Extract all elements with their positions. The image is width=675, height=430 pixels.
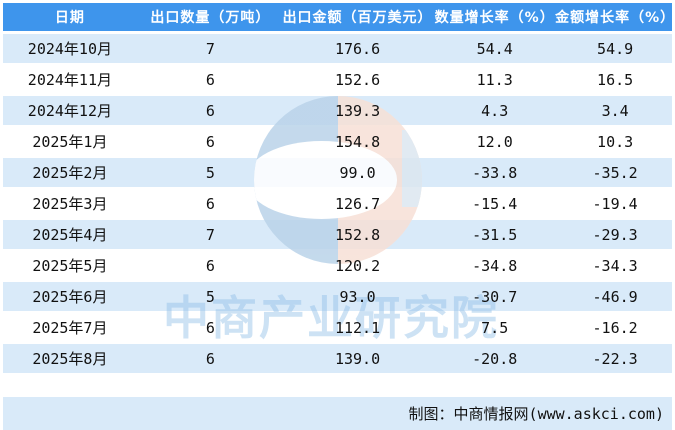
cell-date: 2024年12月 bbox=[27, 102, 112, 120]
table-header-row: 日期 出口数量（万吨） 出口金额（百万美元） 数量增长率（%） 金额增长率（%） bbox=[3, 3, 675, 31]
cell-value-growth: -16.2 bbox=[592, 318, 638, 337]
cell-value: 112.1 bbox=[334, 318, 381, 337]
table-row: 2025年4月 7 152.8 -31.5 -29.3 bbox=[3, 220, 672, 251]
cell-quantity: 6 bbox=[205, 256, 215, 275]
table-row: 2025年2月 5 99.0 -33.8 -35.2 bbox=[3, 158, 672, 189]
cell-quantity-growth: -34.8 bbox=[472, 256, 518, 275]
table-row: 2024年12月 6 139.3 4.3 3.4 bbox=[3, 96, 672, 127]
cell-date: 2025年6月 bbox=[32, 288, 108, 306]
cell-date: 2024年10月 bbox=[27, 40, 112, 58]
cell-date: 2025年3月 bbox=[32, 195, 108, 213]
cell-value-growth: -22.3 bbox=[592, 349, 638, 368]
cell-date: 2025年5月 bbox=[32, 257, 108, 275]
cell-quantity: 6 bbox=[205, 318, 215, 337]
cell-value-growth: -29.3 bbox=[592, 225, 638, 244]
cell-quantity-growth: 4.3 bbox=[481, 101, 509, 120]
cell-quantity: 6 bbox=[205, 132, 215, 151]
cell-quantity-growth: -31.5 bbox=[472, 225, 518, 244]
cell-date: 2025年4月 bbox=[32, 226, 108, 244]
cell-value-growth: 16.5 bbox=[597, 70, 634, 89]
cell-value: 120.2 bbox=[334, 256, 381, 275]
cell-date: 2025年7月 bbox=[32, 319, 108, 337]
cell-value: 139.0 bbox=[334, 349, 381, 368]
table-row: 2025年6月 5 93.0 -30.7 -46.9 bbox=[3, 282, 672, 313]
cell-quantity: 5 bbox=[205, 163, 215, 182]
cell-value-growth: -46.9 bbox=[592, 287, 638, 306]
table-row: 2024年11月 6 152.6 11.3 16.5 bbox=[3, 65, 672, 96]
cell-date: 2025年8月 bbox=[32, 350, 108, 368]
cell-value-growth: 54.9 bbox=[597, 39, 634, 58]
credit-text: 制图：中商情报网(www.askci.com) bbox=[408, 405, 664, 423]
col-header-export-quantity: 出口数量（万吨） bbox=[150, 10, 271, 26]
cell-value-growth: -35.2 bbox=[592, 163, 638, 182]
cell-quantity-growth: -30.7 bbox=[472, 287, 518, 306]
cell-date: 2024年11月 bbox=[27, 71, 112, 89]
cell-quantity-growth: -20.8 bbox=[472, 349, 518, 368]
cell-quantity-growth: 7.5 bbox=[481, 318, 509, 337]
cell-value: 152.8 bbox=[334, 225, 381, 244]
table-row: 2025年1月 6 154.8 12.0 10.3 bbox=[3, 127, 672, 158]
cell-value: 126.7 bbox=[334, 194, 381, 213]
col-header-date: 日期 bbox=[54, 10, 85, 26]
cell-quantity: 7 bbox=[205, 39, 215, 58]
cell-value-growth: 10.3 bbox=[597, 132, 634, 151]
cell-quantity: 6 bbox=[205, 101, 215, 120]
table-row: 2024年10月 7 176.6 54.4 54.9 bbox=[3, 34, 672, 65]
cell-date: 2025年2月 bbox=[32, 164, 108, 182]
cell-value: 93.0 bbox=[339, 287, 376, 306]
cell-quantity: 6 bbox=[205, 70, 215, 89]
cell-value-growth: 3.4 bbox=[601, 101, 629, 120]
table-row: 2025年8月 6 139.0 -20.8 -22.3 bbox=[3, 344, 672, 375]
cell-quantity-growth: 12.0 bbox=[476, 132, 513, 151]
cell-quantity-growth: 11.3 bbox=[476, 70, 513, 89]
cell-quantity-growth: -33.8 bbox=[472, 163, 518, 182]
table-row: 2025年3月 6 126.7 -15.4 -19.4 bbox=[3, 189, 672, 220]
cell-quantity: 6 bbox=[205, 349, 215, 368]
cell-value: 154.8 bbox=[334, 132, 381, 151]
cell-value: 152.6 bbox=[334, 70, 381, 89]
cell-value: 139.3 bbox=[334, 101, 381, 120]
credit-footer: 制图：中商情报网(www.askci.com) bbox=[3, 397, 672, 430]
cell-value: 176.6 bbox=[334, 39, 381, 58]
cell-quantity: 5 bbox=[205, 287, 215, 306]
cell-quantity-growth: 54.4 bbox=[476, 39, 513, 58]
cell-value-growth: -19.4 bbox=[592, 194, 638, 213]
col-header-value-growth: 金额增长率（%） bbox=[555, 10, 675, 26]
col-header-export-value: 出口金额（百万美元） bbox=[282, 10, 433, 26]
cell-value: 99.0 bbox=[339, 163, 376, 182]
cell-quantity: 7 bbox=[205, 225, 215, 244]
cell-value-growth: -34.3 bbox=[592, 256, 638, 275]
col-header-quantity-growth: 数量增长率（%） bbox=[434, 10, 555, 26]
table-row: 2025年5月 6 120.2 -34.8 -34.3 bbox=[3, 251, 672, 282]
cell-date: 2025年1月 bbox=[32, 133, 108, 151]
data-table: 日期 出口数量（万吨） 出口金额（百万美元） 数量增长率（%） 金额增长率（%）… bbox=[3, 3, 675, 375]
cell-quantity: 6 bbox=[205, 194, 215, 213]
cell-quantity-growth: -15.4 bbox=[472, 194, 518, 213]
table-row: 2025年7月 6 112.1 7.5 -16.2 bbox=[3, 313, 672, 344]
